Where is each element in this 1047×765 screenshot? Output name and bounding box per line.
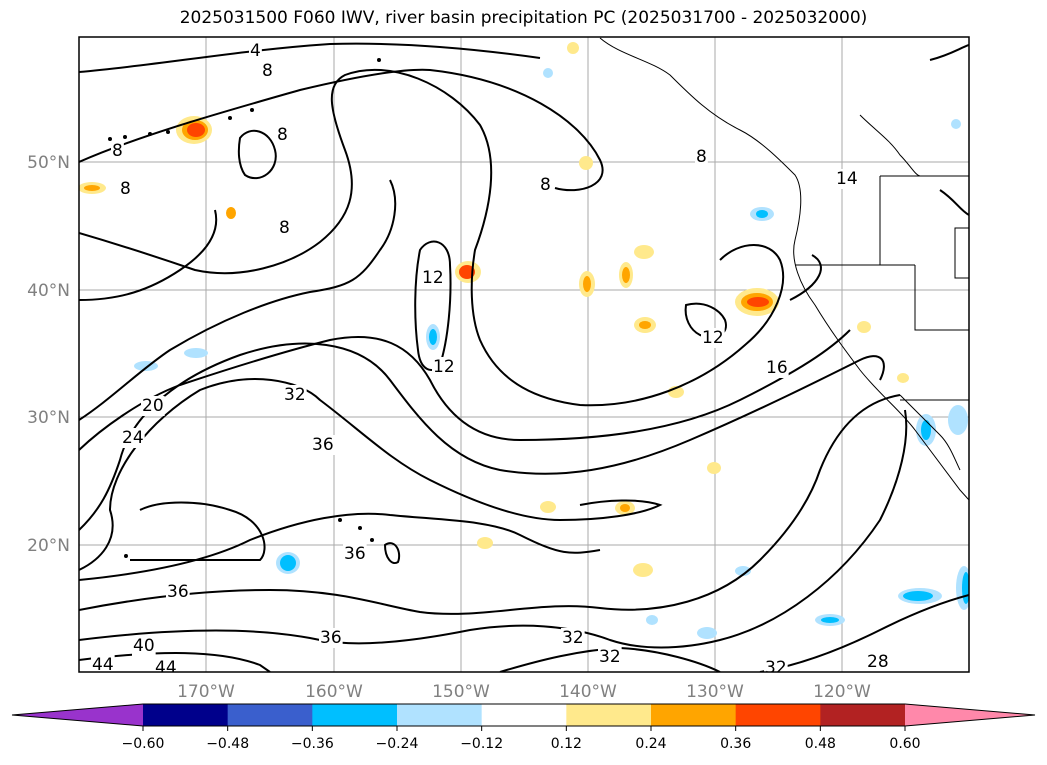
lon-label: 150°W: [432, 682, 490, 702]
contour-label: 8: [120, 179, 131, 199]
contour-label: 36: [312, 435, 334, 455]
lat-label: 40°N: [27, 281, 70, 301]
colorbar: −0.60 −0.48 −0.36 −0.24 −0.12 0.12 0.24 0.36 0.4…: [11, 703, 1036, 752]
contour-label: 8: [262, 61, 273, 81]
colorbar-segment: [735, 704, 821, 726]
colorbar-tick-label: −0.24: [376, 736, 419, 752]
island-dots: [108, 58, 381, 558]
colorbar-extend-high: [905, 704, 1035, 726]
contour-label-halo: [278, 218, 291, 238]
colorbar-segment: [566, 704, 652, 726]
colorbar-tick-label: 0.12: [551, 736, 582, 752]
contour-label-halo: [432, 357, 456, 377]
contour-label: 44: [155, 658, 177, 678]
colorbar-tick-label: −0.60: [122, 736, 165, 752]
contour-label: 12: [433, 357, 455, 377]
colorbar-segment: [312, 704, 398, 726]
contour-label-halo: [121, 428, 145, 448]
map-title: 2025031500 F060 IWV, river basin precipi…: [179, 8, 868, 28]
lon-label: 160°W: [305, 682, 363, 702]
colorbar-segment: [481, 704, 567, 726]
contour-label-halo: [276, 125, 289, 145]
contour-label-halo: [154, 658, 178, 672]
contour-label: 32: [562, 628, 584, 648]
contour-label-halo: [764, 658, 788, 672]
contour-label: 8: [277, 125, 288, 145]
contour-label: 12: [702, 328, 724, 348]
colorbar-extend-low: [12, 704, 143, 726]
contour-label: 40: [133, 636, 155, 656]
colorbar-tick-label: 0.24: [635, 736, 666, 752]
map-frame: [78, 36, 970, 673]
colorbar-segment: [397, 704, 483, 726]
colorbar-segment: [227, 704, 313, 726]
lat-label: 30°N: [27, 408, 70, 428]
contour-label: 8: [279, 218, 290, 238]
lon-label: 140°W: [559, 682, 617, 702]
map-plot-area: 4 8 8 8 8 8 8 8 12 12 12 16 14 20 24 32 …: [79, 37, 969, 678]
contour-labels: 4 8 8 8 8 8 8 8 12 12 12 16 14 20 24 32 …: [91, 41, 890, 678]
contour-label: 28: [867, 652, 889, 672]
contour-label-halo: [91, 655, 115, 672]
contour-label-halo: [141, 396, 165, 416]
lat-label: 50°N: [27, 153, 70, 173]
contour-label-halo: [343, 544, 367, 564]
colorbar-tick-label: 0.60: [889, 736, 920, 752]
contour-label: 12: [422, 268, 444, 288]
precip-anomaly-patches: [79, 42, 969, 639]
colorbar-segment: [820, 704, 906, 726]
contour-label-halo: [311, 435, 335, 455]
colorbar-segment: [651, 704, 737, 726]
contour-label-halo: [421, 268, 445, 288]
colorbar-tick-label: −0.36: [291, 736, 334, 752]
contour-label-halo: [765, 358, 789, 378]
contour-label: 36: [167, 582, 189, 602]
contour-label-halo: [111, 141, 124, 161]
iwv-contours: [79, 42, 969, 672]
colorbar-tick-label: 0.48: [805, 736, 836, 752]
contour-label: 32: [284, 385, 306, 405]
lon-label: 120°W: [813, 682, 871, 702]
contour-label-halo: [249, 41, 262, 61]
contour-label: 4: [250, 41, 261, 61]
colorbar-tick-label: −0.12: [460, 736, 503, 752]
contour-label-halo: [119, 179, 132, 199]
colorbar-segment: [143, 704, 229, 726]
contour-label-halo: [598, 647, 622, 667]
coastlines: [599, 37, 969, 501]
colorbar-tick-label: 0.36: [720, 736, 751, 752]
gridlines: [79, 37, 969, 672]
longitude-labels: 170°W 160°W 150°W 140°W 130°W 120°W: [177, 682, 871, 702]
contour-label-halo: [539, 175, 552, 195]
contour-label: 8: [696, 147, 707, 167]
contour-label-halo: [561, 628, 585, 648]
contour-label: 20: [142, 396, 164, 416]
contour-label: 44: [92, 655, 114, 675]
contour-label-halo: [132, 636, 156, 656]
contour-label: 14: [836, 169, 858, 189]
contour-label-halo: [166, 582, 190, 602]
lat-label: 20°N: [27, 536, 70, 556]
contour-label-halo: [866, 652, 890, 672]
lon-label: 130°W: [686, 682, 744, 702]
contour-label: 36: [344, 544, 366, 564]
contour-label-halo: [695, 147, 708, 167]
contour-label: 8: [540, 175, 551, 195]
contour-label-halo: [319, 628, 343, 648]
contour-label-halo: [835, 169, 859, 189]
contour-label: 16: [766, 358, 788, 378]
lon-label: 170°W: [177, 682, 235, 702]
contour-label: 36: [320, 628, 342, 648]
contour-label-halo: [261, 61, 274, 81]
colorbar-tick-label: −0.48: [206, 736, 249, 752]
contour-label-halo: [701, 328, 725, 348]
latitude-labels: 50°N 40°N 30°N 20°N: [27, 153, 70, 556]
contour-label: 24: [122, 428, 144, 448]
contour-label-halo: [283, 385, 307, 405]
contour-label: 32: [765, 658, 787, 678]
contour-label: 8: [112, 141, 123, 161]
contour-label: 32: [599, 647, 621, 667]
